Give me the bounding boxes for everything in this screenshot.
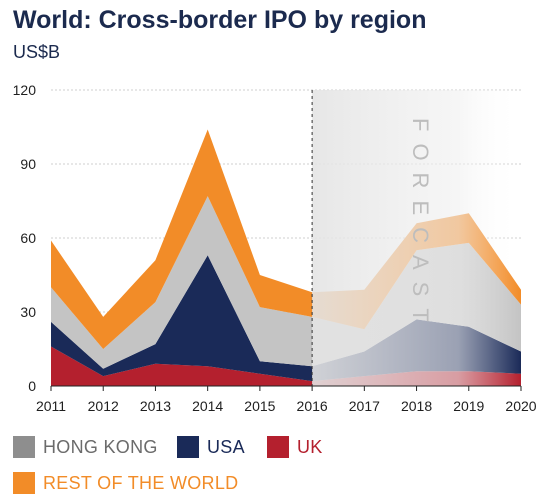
legend-label: HONG KONG <box>43 436 158 457</box>
x-tick-label: 2020 <box>505 398 536 414</box>
legend-swatch <box>267 436 289 458</box>
legend-label: REST OF THE WORLD <box>43 472 239 493</box>
forecast-label: FORECAST <box>408 118 433 334</box>
forecast-shading <box>312 90 521 386</box>
x-tick-label: 2018 <box>401 398 432 414</box>
legend-item-rest-of-the-world: REST OF THE WORLD <box>13 472 238 494</box>
legend-label: USA <box>207 436 245 457</box>
chart-unit-label: US$B <box>13 42 61 62</box>
legend-item-uk: UK <box>267 436 323 458</box>
area-chart: FORECAST 0 30 60 90 120 2011 2012 2013 2014 2015 2… <box>13 82 537 414</box>
legend-label: UK <box>297 436 323 457</box>
y-tick-label: 120 <box>13 82 37 98</box>
y-tick-label: 0 <box>28 378 36 394</box>
x-tick-label: 2019 <box>453 398 484 414</box>
x-tick-label: 2012 <box>88 398 119 414</box>
x-tick-label: 2014 <box>192 398 223 414</box>
legend-swatch <box>177 436 199 458</box>
y-tick-label: 60 <box>20 230 36 246</box>
x-tick-label: 2011 <box>36 398 66 414</box>
chart-title: World: Cross-border IPO by region <box>13 6 427 34</box>
x-tick-label: 2016 <box>297 398 328 414</box>
legend-swatch <box>13 472 35 494</box>
legend-item-usa: USA <box>177 436 245 458</box>
x-tick-label: 2017 <box>349 398 380 414</box>
legend-swatch <box>13 436 35 458</box>
x-tick-label: 2013 <box>140 398 171 414</box>
axes: 0 30 60 90 120 2011 2012 2013 2014 2015 2016 2017 20… <box>13 82 537 414</box>
y-tick-label: 30 <box>20 304 36 320</box>
legend-item-hong-kong: HONG KONG <box>13 436 158 458</box>
x-tick-label: 2015 <box>244 398 275 414</box>
y-tick-label: 90 <box>20 156 36 172</box>
